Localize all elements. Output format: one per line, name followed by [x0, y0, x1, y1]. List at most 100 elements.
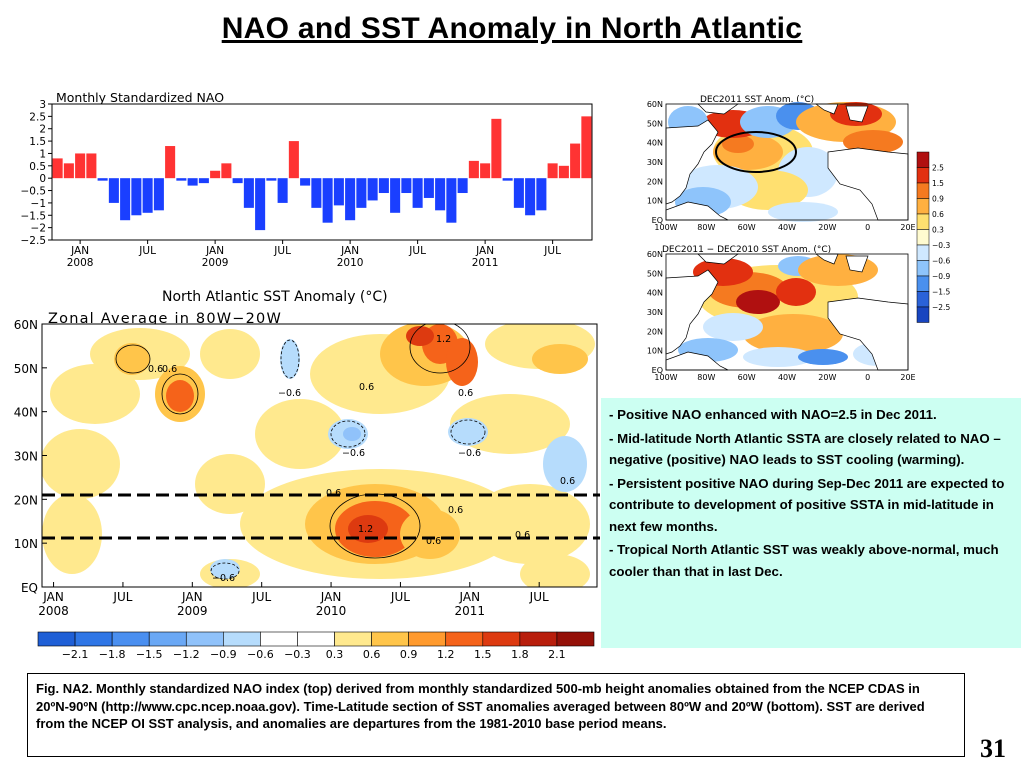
colorbar-label: −0.6 [247, 648, 274, 661]
lon-label: 20W [818, 223, 836, 232]
legend-swatch [916, 260, 930, 277]
land-masses [665, 103, 909, 221]
nao-bar [176, 178, 187, 181]
legend-swatch [916, 291, 930, 308]
note-item: - Tropical North Atlantic SST was weakly… [609, 542, 999, 579]
lon-label: 20E [900, 373, 915, 382]
nao-bar [367, 178, 378, 201]
colorbar-swatch [334, 631, 372, 647]
lat-label: EQ [652, 366, 663, 375]
y-tick-label: −2 [31, 223, 46, 235]
legend-label: −2.5 [932, 303, 950, 312]
y-tick-label: 2.5 [29, 111, 46, 123]
x-tick-month: JUL [543, 245, 561, 257]
nao-bar [412, 178, 423, 208]
nao-bar [491, 118, 502, 179]
x-tick-year: 2009 [177, 604, 208, 618]
dec2011-minus-dec2010-map: DEC2011 − DEC2010 SST Anom. (°C) 60N 50N 4… [647, 245, 916, 382]
nao-bar [446, 178, 457, 223]
nao-bar [131, 178, 142, 216]
land-masses [665, 253, 909, 371]
colorbar-swatch [185, 631, 224, 647]
y-tick-label: −1.5 [21, 210, 47, 222]
nao-bar [581, 116, 592, 179]
nao-bar [401, 178, 412, 194]
colorbar-swatch [408, 631, 447, 647]
colorbar-swatch [74, 631, 113, 647]
nao-bar [435, 178, 446, 211]
x-tick-month: JUL [529, 590, 549, 604]
highlight-circle [715, 131, 797, 173]
x-tick-month: JAN [42, 590, 64, 604]
x-tick-year: 2008 [67, 257, 94, 269]
y-tick-label: 3 [39, 99, 46, 111]
colorbar-label: 0.9 [400, 648, 418, 661]
colorbar-swatch [482, 631, 521, 647]
colorbar-label: 2.1 [548, 648, 566, 661]
note-text: Mid-latitude North Atlantic SSTA are clo… [609, 430, 1001, 468]
contour-label: 0.6 [560, 476, 575, 487]
nao-bar [300, 178, 311, 186]
nao-bar [356, 178, 367, 208]
contour-label: 0.6 [359, 382, 374, 393]
y-tick-label: 1.5 [29, 136, 46, 148]
colorbar-label: −1.5 [136, 648, 163, 661]
nao-chart-title: Monthly Standardized NAO [56, 90, 224, 105]
contour-label: 0.6 [448, 505, 463, 516]
colorbar-swatch [223, 631, 261, 647]
x-tick-year: 2011 [472, 257, 499, 269]
x-tick-year: 2011 [455, 604, 486, 618]
nao-bar [288, 141, 299, 179]
nao-bar [255, 178, 266, 231]
lon-label: 100W [654, 223, 677, 232]
colorbar-label: −2.1 [62, 648, 89, 661]
colorbar-swatch [297, 631, 335, 647]
legend-swatch [916, 306, 930, 323]
nao-bar [333, 178, 344, 206]
legend-swatch [916, 275, 930, 292]
contour-label: 0.6 [162, 364, 177, 375]
x-tick-month: JAN [70, 245, 89, 257]
contour-label: 1.2 [436, 334, 451, 345]
nao-bar [345, 178, 356, 221]
x-tick-year: 2009 [202, 257, 229, 269]
x-tick-month: JUL [390, 590, 410, 604]
lat-label: 20N [647, 177, 663, 186]
lat-label: 20N [647, 327, 663, 336]
colorbar-swatch [556, 631, 595, 647]
lat-label: 10N [647, 197, 663, 206]
colorbar-label: 0.6 [363, 648, 381, 661]
y-tick-label: 10N [14, 537, 38, 551]
legend-label: 0.6 [932, 210, 944, 219]
nao-bar [547, 163, 558, 179]
y-tick-label: 50N [14, 362, 38, 376]
nao-bar [97, 178, 108, 181]
map1-frame [665, 103, 909, 221]
nao-bar [525, 178, 536, 216]
legend-label: 2.5 [932, 164, 944, 173]
colorbar-swatch [371, 631, 409, 647]
nao-bar [277, 178, 288, 203]
nao-bar [468, 160, 479, 179]
colorbar-label: 0.3 [326, 648, 344, 661]
x-tick-month: JUL [112, 590, 132, 604]
contour-lines [115, 324, 486, 580]
nao-bar [187, 178, 198, 186]
colorbar-swatch [111, 631, 150, 647]
legend-label: 0.3 [932, 226, 944, 235]
lat-label: 30N [647, 158, 663, 167]
y-tick-label: 2 [39, 124, 46, 136]
map-color-legend: 2.5 1.5 0.9 0.6 0.3 −0.3 −0.6 −0.9 −1.5 −2.5 [916, 151, 950, 323]
figure-caption: Fig. NA2. Monthly standardized NAO index… [27, 673, 965, 757]
y-tick-label: 0 [39, 173, 46, 185]
y-tick-label: −1 [31, 198, 46, 210]
nao-bar [52, 158, 63, 179]
colorbar-label: 1.2 [437, 648, 455, 661]
x-tick-month: JAN [181, 590, 203, 604]
legend-label: −0.9 [932, 272, 950, 281]
lat-label: 60N [647, 100, 663, 109]
note-item: - Persistent positive NAO during Sep-Dec… [609, 475, 1005, 534]
legend-label: 0.9 [932, 195, 944, 204]
legend-label: −0.6 [932, 257, 950, 266]
y-tick-label: −2.5 [21, 235, 47, 247]
